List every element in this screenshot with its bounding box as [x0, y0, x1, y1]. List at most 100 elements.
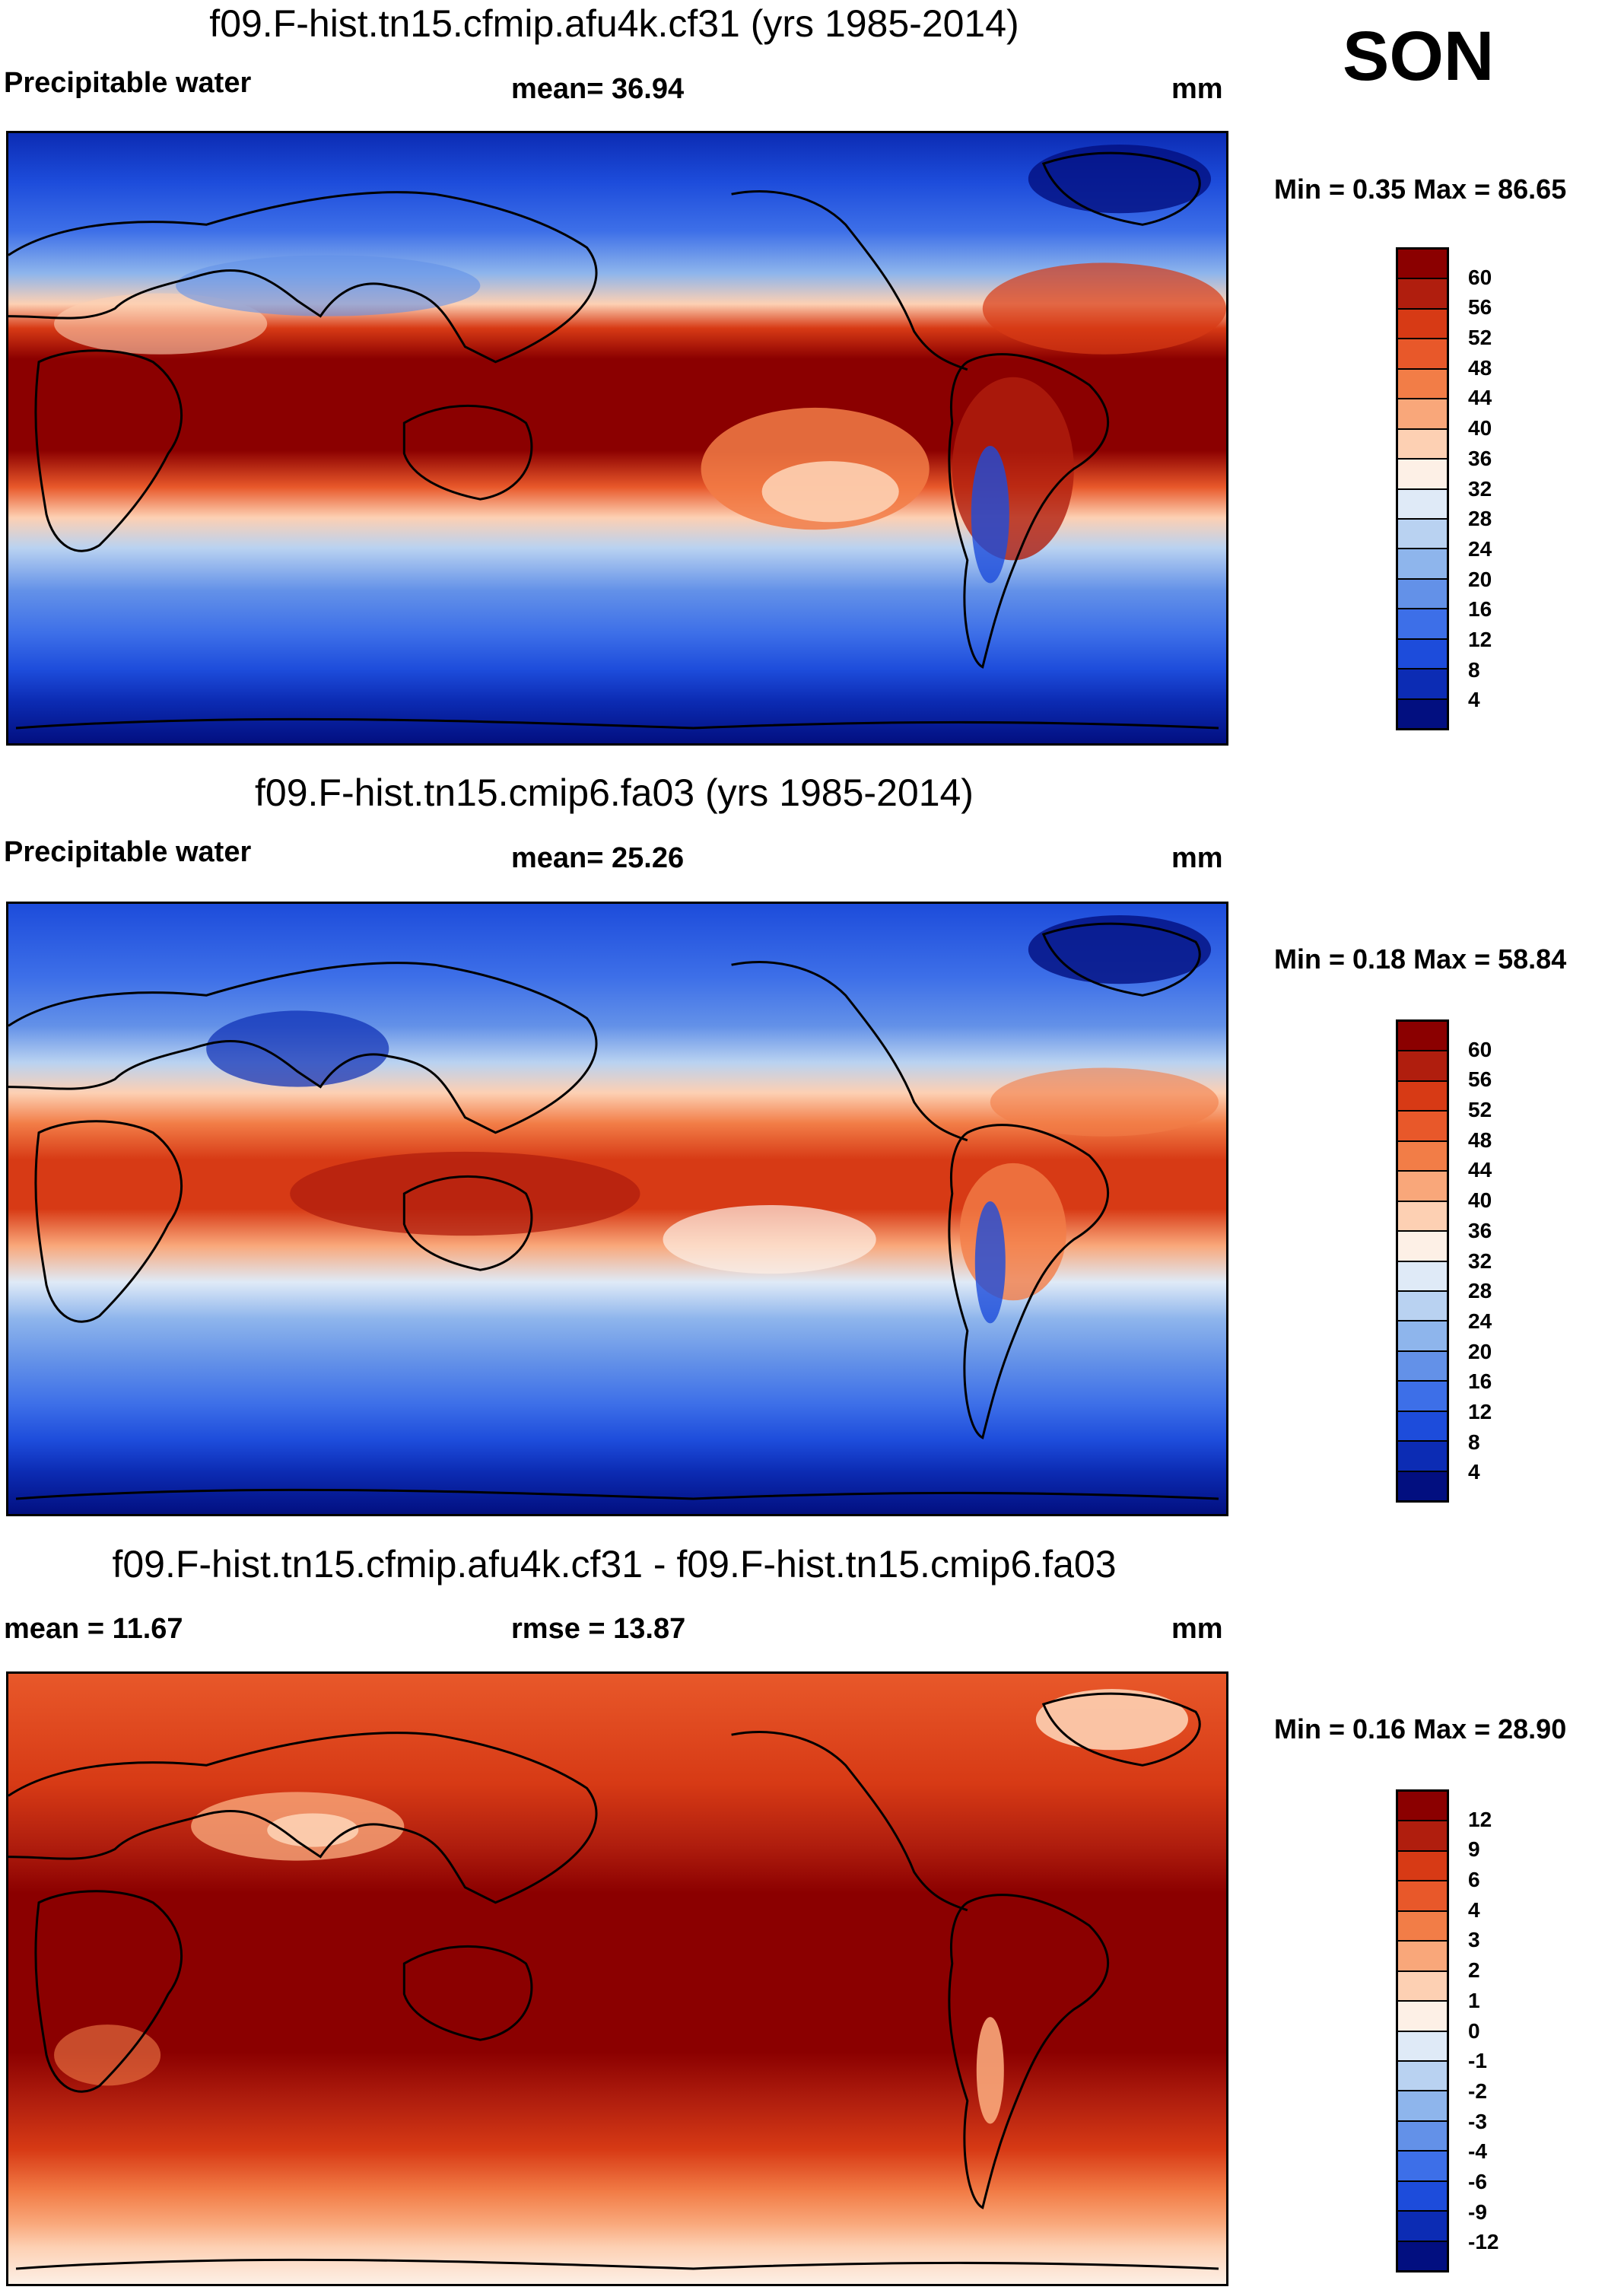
- colorbar-tick-label: 48: [1468, 355, 1492, 380]
- panel2-colorbar-swatch: [1398, 1442, 1447, 1472]
- panel3-colorbar-swatch: [1398, 1971, 1447, 2002]
- colorbar-tick-label: 16: [1468, 1369, 1492, 1394]
- colorbar-tick-label: 8: [1468, 657, 1480, 682]
- panel3-map-svg: [8, 1674, 1226, 2284]
- panel3-colorbar-swatch: [1398, 2031, 1447, 2062]
- colorbar-tick-label: 36: [1468, 1218, 1492, 1242]
- colorbar-tick-label: 0: [1468, 2018, 1480, 2043]
- panel1-minmax: Min = 0.35 Max = 86.65: [1274, 173, 1567, 205]
- panel2-colorbar-swatch: [1398, 1081, 1447, 1112]
- panel1-colorbar-swatch: [1398, 639, 1447, 670]
- panel2-colorbar-swatch: [1398, 1291, 1447, 1322]
- colorbar-tick-label: 8: [1468, 1430, 1480, 1454]
- panel3-minmax: Min = 0.16 Max = 28.90: [1274, 1713, 1567, 1745]
- panel1-colorbar: [1396, 247, 1449, 730]
- colorbar-tick-label: 3: [1468, 1928, 1480, 1952]
- panel1-colorbar-swatch: [1398, 279, 1447, 310]
- panel1-mean-label: mean= 36.94: [511, 73, 685, 105]
- panel1-colorbar-swatch: [1398, 519, 1447, 550]
- colorbar-tick-label: 20: [1468, 1339, 1492, 1363]
- colorbar-tick-label: 44: [1468, 1158, 1492, 1182]
- panel3-units-label: mm: [1171, 1613, 1223, 1645]
- panel2-colorbar-swatch: [1398, 1141, 1447, 1172]
- panel1-colorbar-swatch: [1398, 250, 1447, 280]
- panel2-colorbar-swatch: [1398, 1351, 1447, 1382]
- panel3-rmse-label: rmse = 13.87: [511, 1613, 686, 1645]
- panel2-colorbar-swatch: [1398, 1382, 1447, 1412]
- panel2-colorbar-swatch: [1398, 1471, 1447, 1500]
- panel3-colorbar-swatch: [1398, 2061, 1447, 2092]
- season-label: SON: [1343, 17, 1495, 95]
- panel1-colorbar-swatch: [1398, 309, 1447, 340]
- panel2-minmax: Min = 0.18 Max = 58.84: [1274, 943, 1567, 975]
- colorbar-tick-label: 4: [1468, 1897, 1480, 1922]
- panel3-colorbar-swatch: [1398, 2002, 1447, 2032]
- panel1-colorbar-swatch: [1398, 609, 1447, 640]
- colorbar-tick-label: -9: [1468, 2199, 1487, 2224]
- panel1-colorbar-swatch: [1398, 339, 1447, 370]
- panel1-title: f09.F-hist.tn15.cfmip.afu4k.cf31 (yrs 19…: [209, 2, 1019, 45]
- colorbar-tick-label: 60: [1468, 1037, 1492, 1061]
- panel2-colorbar-swatch: [1398, 1051, 1447, 1082]
- panel1-map: [6, 131, 1228, 746]
- panel3-map: [6, 1671, 1228, 2286]
- panel3-colorbar-swatch: [1398, 2121, 1447, 2152]
- panel1-variable-label: Precipitable water: [4, 67, 252, 99]
- panel3-colorbar-swatch: [1398, 2152, 1447, 2182]
- colorbar-tick-label: 32: [1468, 476, 1492, 501]
- colorbar-tick-label: 12: [1468, 1399, 1492, 1423]
- panel2-units-label: mm: [1171, 842, 1223, 874]
- colorbar-tick-label: 9: [1468, 1837, 1480, 1862]
- colorbar-tick-label: 24: [1468, 1309, 1492, 1333]
- colorbar-tick-label: 2: [1468, 1958, 1480, 1983]
- colorbar-tick-label: 52: [1468, 1098, 1492, 1122]
- panel2-colorbar: [1396, 1019, 1449, 1503]
- panel3-colorbar-swatch: [1398, 2181, 1447, 2212]
- colorbar-tick-label: 12: [1468, 627, 1492, 651]
- panel3-colorbar-swatch: [1398, 1851, 1447, 1882]
- colorbar-tick-label: -3: [1468, 2109, 1487, 2133]
- colorbar-tick-label: 24: [1468, 536, 1492, 561]
- colorbar-tick-label: 4: [1468, 688, 1480, 712]
- panel3-mean-label: mean = 11.67: [4, 1613, 183, 1645]
- colorbar-tick-label: 44: [1468, 386, 1492, 410]
- panel2-variable-label: Precipitable water: [4, 836, 252, 868]
- panel2-map: [6, 902, 1228, 1516]
- panel1-colorbar-swatch: [1398, 429, 1447, 460]
- panel2-colorbar-swatch: [1398, 1322, 1447, 1352]
- colorbar-tick-label: 1: [1468, 1988, 1480, 2012]
- panel2-colorbar-swatch: [1398, 1112, 1447, 1142]
- panel2-mean-label: mean= 25.26: [511, 842, 685, 874]
- panel1-units-label: mm: [1171, 73, 1223, 105]
- colorbar-tick-label: 28: [1468, 1279, 1492, 1303]
- panel1-colorbar-swatch: [1398, 460, 1447, 490]
- panel3-colorbar-swatch: [1398, 2091, 1447, 2122]
- colorbar-tick-label: 36: [1468, 446, 1492, 470]
- panel2-colorbar-swatch: [1398, 1261, 1447, 1292]
- colorbar-tick-label: 16: [1468, 597, 1492, 622]
- panel2-colorbar-swatch: [1398, 1172, 1447, 1202]
- colorbar-tick-label: 20: [1468, 567, 1492, 591]
- panel3-colorbar-swatch: [1398, 1881, 1447, 1912]
- panel3-colorbar-swatch: [1398, 1792, 1447, 1822]
- panel3-colorbar-swatch: [1398, 2212, 1447, 2242]
- colorbar-tick-label: 60: [1468, 265, 1492, 289]
- panel3-colorbar: [1396, 1789, 1449, 2273]
- panel2-map-svg: [8, 904, 1226, 1514]
- colorbar-tick-label: 56: [1468, 295, 1492, 320]
- panel3-title: f09.F-hist.tn15.cfmip.afu4k.cf31 - f09.F…: [112, 1543, 1117, 1586]
- panel1-colorbar-swatch: [1398, 489, 1447, 520]
- panel1-colorbar-swatch: [1398, 549, 1447, 580]
- panel2-colorbar-swatch: [1398, 1201, 1447, 1232]
- colorbar-tick-label: 28: [1468, 507, 1492, 531]
- panel3-colorbar-swatch: [1398, 2241, 1447, 2270]
- panel2-colorbar-swatch: [1398, 1411, 1447, 1442]
- colorbar-tick-label: -4: [1468, 2139, 1487, 2164]
- panel2-colorbar-swatch: [1398, 1022, 1447, 1052]
- panel3-colorbar-swatch: [1398, 1821, 1447, 1852]
- colorbar-tick-label: -6: [1468, 2169, 1487, 2193]
- panel2-title: f09.F-hist.tn15.cmip6.fa03 (yrs 1985-201…: [255, 771, 974, 814]
- colorbar-tick-label: 40: [1468, 416, 1492, 441]
- colorbar-tick-label: 52: [1468, 326, 1492, 350]
- panel1-colorbar-swatch: [1398, 399, 1447, 430]
